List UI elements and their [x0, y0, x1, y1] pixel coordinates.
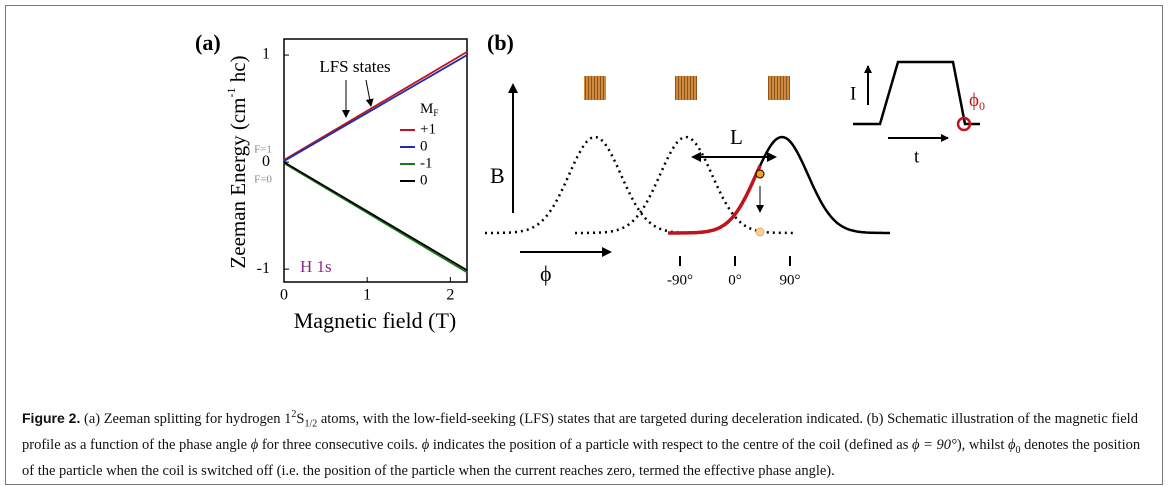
x-axis-label: Magnetic field (T)	[294, 308, 457, 333]
caption-math: ϕ	[250, 436, 259, 453]
caption-text: atoms, with the low-field-seeking (LFS) …	[22, 410, 1138, 453]
caption-sub: 0	[1015, 444, 1021, 456]
figure: (a) (b) 0 1 210-1+10-10 Zeeman Energy (cm-…	[195, 30, 985, 333]
legend-title-main: M	[420, 101, 433, 117]
series-line	[283, 162, 468, 274]
phi0-sub: 0	[979, 99, 985, 113]
figure-frame	[5, 5, 1163, 485]
phase-tick-label: 90°	[780, 272, 801, 288]
series-line	[283, 54, 468, 162]
phase-tick-label: -90°	[667, 272, 693, 288]
caption-text: for three consecutive coils.	[258, 436, 422, 453]
legend-label: 0	[420, 138, 428, 154]
y-tick-label: -1	[257, 260, 270, 277]
legend-title: MF	[420, 101, 438, 118]
phase-tick-label: 0°	[728, 272, 742, 288]
b-axis-label: B	[490, 163, 505, 188]
caption-math: ϕ	[421, 436, 430, 453]
field-curves	[485, 135, 890, 235]
dotted-profile	[575, 135, 795, 235]
legend-label: +1	[420, 121, 436, 137]
arrow	[365, 79, 374, 107]
time-label: t	[914, 146, 920, 167]
legend-label: 0	[420, 172, 428, 188]
dotted-profile	[485, 135, 699, 235]
current-label: I	[850, 83, 856, 104]
caption-text: denotes the position of the particle whe…	[22, 436, 1141, 479]
decel-segment	[668, 165, 762, 235]
x-tick-label: 2	[446, 287, 454, 304]
x-tick-label: 0	[280, 287, 288, 304]
phi-axis-label: ϕ	[540, 261, 552, 286]
particle	[755, 169, 765, 179]
y-label-sup: -1	[224, 88, 238, 98]
current-profile	[853, 60, 980, 126]
caption-sup: 2	[291, 409, 297, 420]
caption-text: ), whilst	[956, 436, 1008, 453]
particle-ghost	[755, 227, 765, 237]
caption-math: ϕ	[1007, 436, 1016, 453]
y-label-end: hc)	[226, 55, 250, 87]
caption-label: Figure 2.	[22, 409, 81, 426]
x-tick-label: 1	[363, 287, 371, 304]
legend-title-sub: F	[433, 108, 438, 118]
annotation: F=1	[254, 144, 272, 156]
annotation: LFS states	[319, 57, 390, 76]
phi0-label: ϕ0	[969, 90, 985, 112]
y-label-main: Zeeman Energy (cm	[226, 98, 250, 269]
panel-label: (a)	[195, 30, 221, 55]
spacing-label: L	[730, 125, 743, 149]
y-tick-label: 1	[262, 46, 270, 63]
switch-off-marker	[956, 116, 972, 132]
caption-math: ϕ = 90°	[911, 436, 957, 453]
series-line	[283, 161, 468, 271]
caption-text: indicates the position of a particle wit…	[429, 436, 912, 453]
panel-label: (b)	[487, 30, 514, 55]
plot-a: 0 1 210-1+10-10	[257, 38, 468, 304]
y-tick-label: 0	[262, 153, 270, 170]
caption-sub: 1/2	[304, 418, 318, 430]
annotation: H 1s	[300, 257, 332, 276]
series-line	[283, 51, 468, 161]
coil	[675, 76, 697, 100]
caption-text: (a) Zeeman splitting for hydrogen 1	[80, 410, 292, 427]
annotation: F=0	[254, 174, 272, 186]
field-profile	[758, 135, 890, 235]
y-axis-label: Zeeman Energy (cm-1 hc)	[224, 55, 250, 268]
legend-label: -1	[420, 155, 433, 171]
coil	[768, 76, 790, 100]
caption: Figure 2. (a) Zeeman splitting for hydro…	[22, 404, 1142, 482]
coil	[584, 76, 606, 100]
phi0-main: ϕ	[969, 90, 979, 111]
caption-text: S	[296, 410, 305, 427]
